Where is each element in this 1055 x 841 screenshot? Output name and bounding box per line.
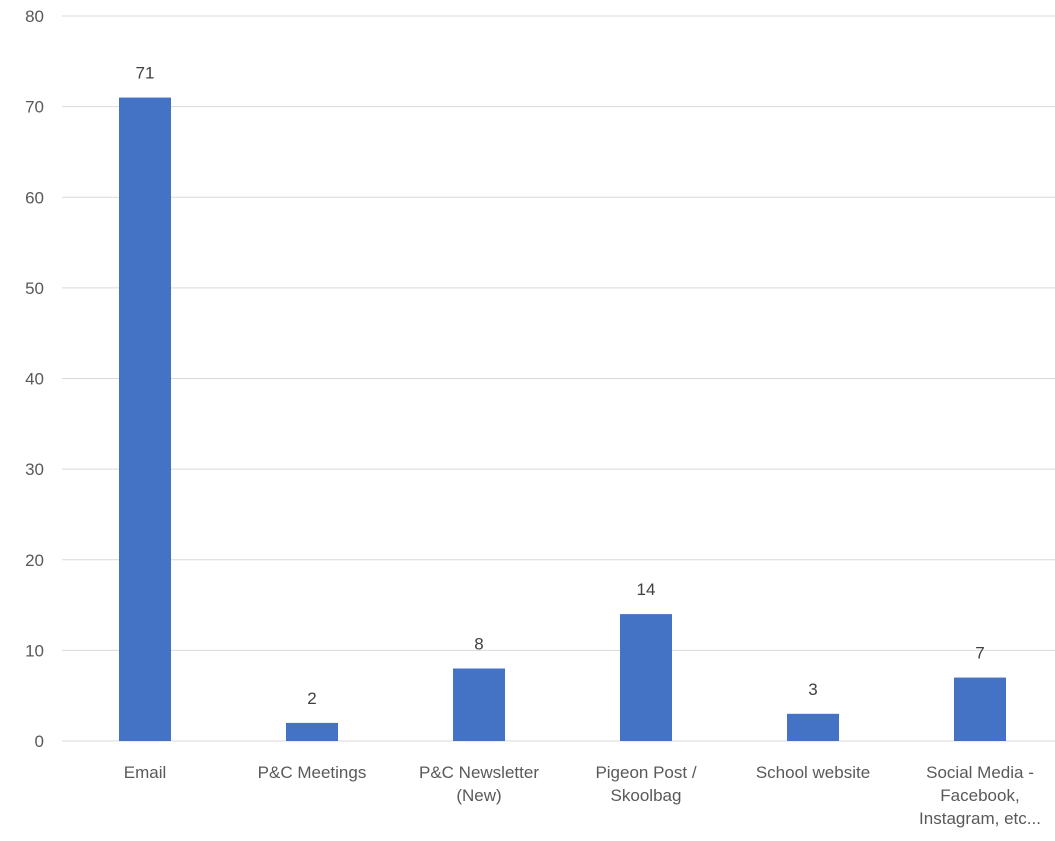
data-label: 3: [808, 680, 817, 699]
y-tick-label: 60: [25, 188, 44, 207]
data-label: 71: [136, 64, 155, 83]
y-tick-label: 30: [25, 460, 44, 479]
x-axis-category-labels: Email P&C Meetings P&C Newsletter (New) Pige…: [124, 763, 1041, 828]
y-axis-tick-labels: 0 10 20 30 40 50 60 70 80: [25, 7, 44, 751]
data-label: 8: [474, 635, 483, 654]
bar: [119, 97, 171, 741]
x-category-label: P&C Meetings: [258, 763, 367, 782]
gridlines: [62, 15, 1055, 742]
y-tick-label: 40: [25, 370, 44, 389]
data-label: 2: [307, 689, 316, 708]
data-label: 14: [637, 580, 656, 599]
y-tick-label: 0: [35, 732, 44, 751]
x-category-label: School website: [756, 763, 870, 782]
x-category-label: Social Media -Facebook, Instagram, etc...: [919, 763, 1041, 828]
y-tick-label: 10: [25, 641, 44, 660]
bar: [787, 713, 839, 741]
y-tick-label: 70: [25, 98, 44, 117]
x-category-label: P&C Newsletter (New): [419, 763, 539, 805]
bars: [119, 97, 1006, 741]
y-tick-label: 20: [25, 551, 44, 570]
bar: [453, 668, 505, 741]
y-tick-label: 80: [25, 7, 44, 26]
x-category-label: Email: [124, 763, 167, 782]
data-labels: 71 2 8 14 3 7: [136, 64, 985, 708]
data-label: 7: [975, 644, 984, 663]
x-category-label: Pigeon Post / Skoolbag: [595, 763, 696, 805]
bar: [620, 614, 672, 741]
bar: [286, 722, 338, 741]
y-tick-label: 50: [25, 279, 44, 298]
bar: [954, 677, 1006, 741]
